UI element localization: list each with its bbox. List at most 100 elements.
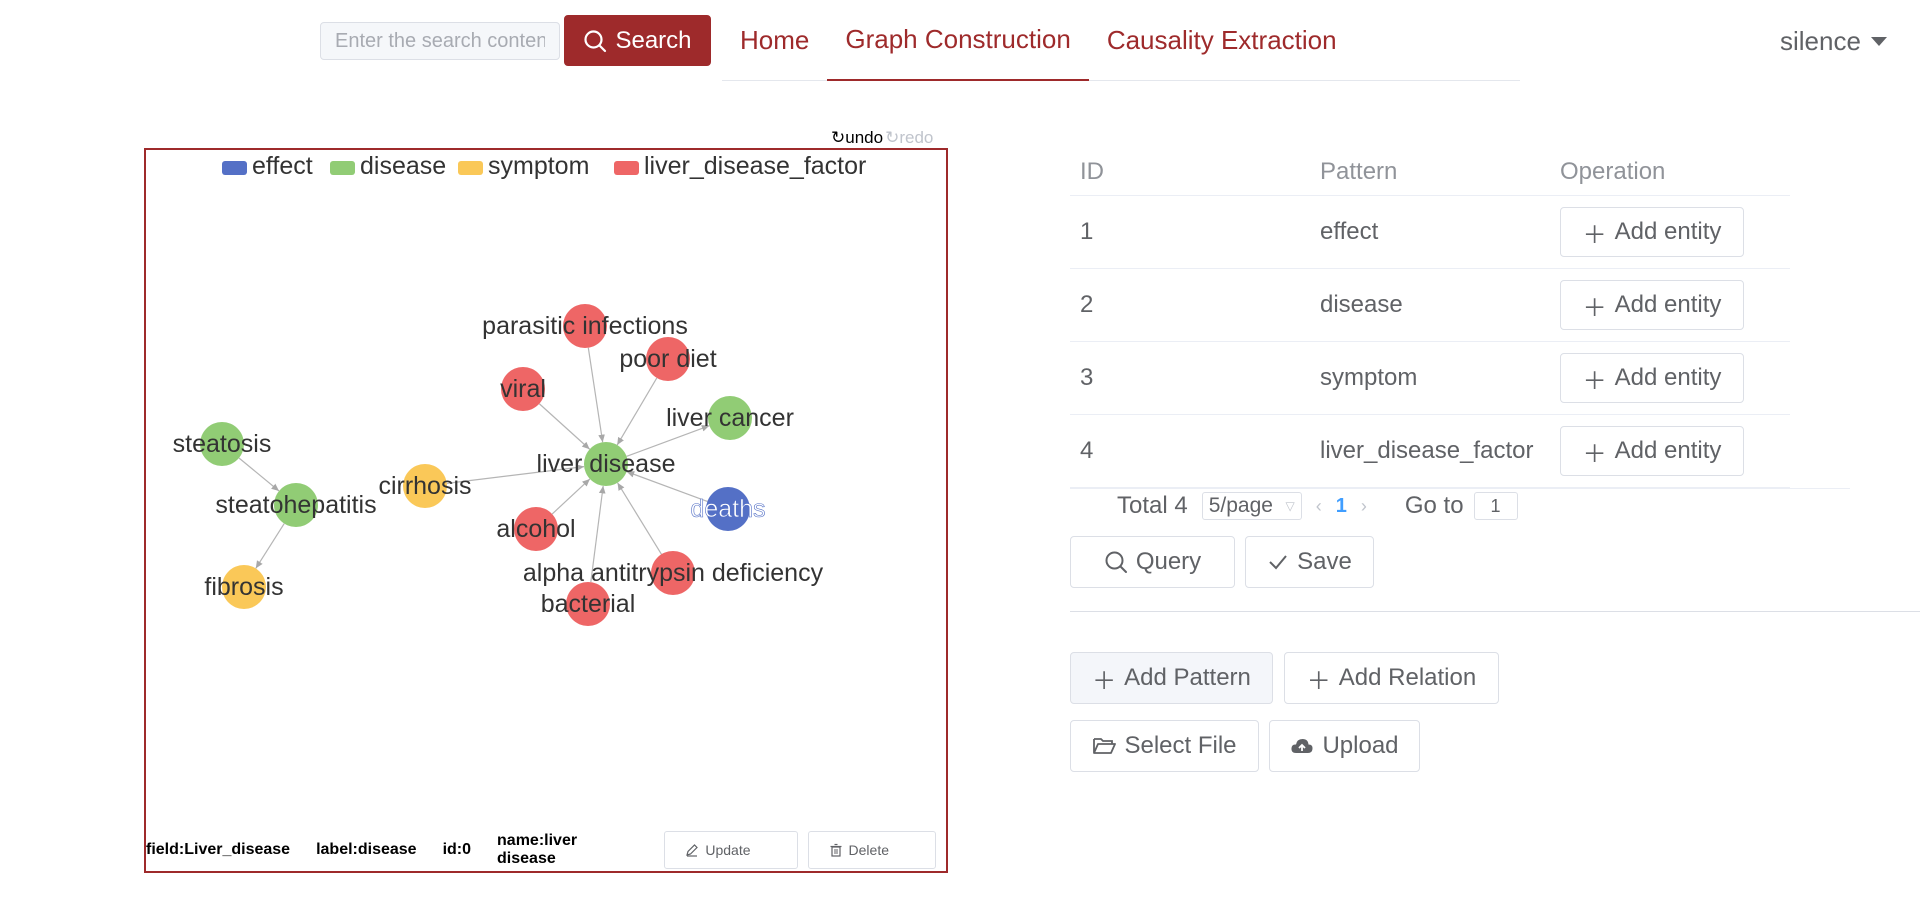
graph-node-alcohol[interactable]: [514, 507, 558, 551]
upload-label: Upload: [1322, 732, 1399, 759]
graph-node-deaths[interactable]: [706, 487, 750, 531]
pattern-table: ID Pattern Operation 1 effect ＋ Add entit…: [1070, 148, 1790, 488]
pager-divider: [1070, 488, 1850, 489]
next-page-icon[interactable]: ›: [1360, 495, 1367, 516]
add-entity-label: Add entity: [1614, 364, 1722, 391]
add-entity-label: Add entity: [1614, 218, 1722, 245]
page-size-select[interactable]: 5/page ▽: [1201, 492, 1302, 520]
graph-edge-steatosis-to-steatohepatitis[interactable]: [238, 457, 280, 492]
save-label: Save: [1297, 548, 1352, 575]
nav-causality-extraction[interactable]: Causality Extraction: [1106, 25, 1337, 55]
graph-edge-bacterial-to-liver-disease[interactable]: [590, 485, 606, 583]
save-button[interactable]: Save: [1245, 536, 1374, 588]
graph-node-liver-disease[interactable]: [584, 442, 628, 486]
graph-edge-cirrhosis-to-liver-disease[interactable]: [446, 464, 585, 484]
undo-label: undo: [845, 128, 884, 147]
graph-edge-steatohepatitis-to-fibrosis[interactable]: [255, 523, 285, 569]
legend-swatch-effect[interactable]: [222, 161, 247, 175]
legend-label-symptom[interactable]: symptom: [488, 152, 589, 180]
plus-icon: ＋: [1582, 367, 1607, 395]
graph-edge-viral-to-liver-disease[interactable]: [538, 403, 591, 450]
undo-redo-toolbar: ↻undo ↻redo: [831, 128, 933, 148]
add-entity-button[interactable]: ＋ Add entity: [1560, 207, 1744, 257]
graph-node-parasitic-infections[interactable]: [563, 304, 607, 348]
undo-button[interactable]: ↻undo: [831, 128, 884, 147]
add-entity-button[interactable]: ＋ Add entity: [1560, 353, 1744, 403]
graph-node-liver-cancer[interactable]: [708, 396, 752, 440]
page-size-value: 5/page: [1208, 494, 1273, 517]
legend-swatch-disease[interactable]: [330, 161, 355, 175]
query-button[interactable]: Query: [1070, 536, 1235, 588]
table-row: 4 liver_disease_factor ＋ Add entity: [1070, 415, 1790, 488]
legend-swatch-symptom[interactable]: [458, 161, 483, 175]
graph-node-fibrosis[interactable]: [222, 565, 266, 609]
search-button[interactable]: Search: [564, 15, 711, 66]
add-entity-label: Add entity: [1614, 437, 1722, 464]
add-relation-button[interactable]: ＋ Add Relation: [1284, 652, 1499, 704]
pagination: Total 4 5/page ▽ ‹ 1 › Go to: [1117, 488, 1518, 524]
add-relation-label: Add Relation: [1338, 664, 1477, 691]
goto-input[interactable]: [1473, 492, 1518, 520]
graph-edge-liver-disease-to-liver-cancer[interactable]: [626, 425, 710, 457]
header-id: ID: [1080, 157, 1104, 185]
folder-open-icon: [1093, 738, 1117, 754]
row-id: 2: [1080, 291, 1094, 318]
upload-button[interactable]: Upload: [1269, 720, 1420, 772]
goto-label: Go to: [1404, 492, 1464, 519]
select-file-button[interactable]: Select File: [1070, 720, 1259, 772]
legend-label-liver-disease-factor[interactable]: liver_disease_factor: [644, 152, 866, 180]
graph-node-label-bacterial: bacterial: [541, 590, 636, 618]
search-input[interactable]: [320, 22, 560, 60]
plus-icon: ＋: [1582, 440, 1607, 468]
graph-edge-alpha-antitrypsin-deficiency-to-liver-disease[interactable]: [617, 482, 662, 555]
redo-button[interactable]: ↻redo: [885, 128, 934, 147]
knowledge-graph[interactable]: effect disease symptom liver_disease_factor…: [146, 150, 946, 871]
table-row: 1 effect ＋ Add entity: [1070, 196, 1790, 269]
graph-edge-poor-diet-to-liver-disease[interactable]: [616, 377, 658, 446]
page-number[interactable]: 1: [1335, 494, 1347, 517]
user-menu[interactable]: silence: [1780, 22, 1887, 60]
graph-node-viral[interactable]: [501, 367, 545, 411]
select-file-label: Select File: [1124, 732, 1237, 759]
row-id: 4: [1080, 437, 1094, 464]
prev-page-icon[interactable]: ‹: [1315, 495, 1322, 516]
add-pattern-button[interactable]: ＋ Add Pattern: [1070, 652, 1273, 704]
graph-edge-deaths-to-liver-disease[interactable]: [626, 471, 708, 502]
graph-node-steatohepatitis[interactable]: [274, 483, 318, 527]
legend-swatch-liver-disease-factor[interactable]: [614, 161, 639, 175]
graph-node-steatosis[interactable]: [200, 422, 244, 466]
update-button[interactable]: Update: [664, 830, 798, 869]
graph-edge-parasitic-infections-to-liver-disease[interactable]: [587, 347, 605, 443]
redo-label: redo: [899, 128, 934, 147]
graph-node-poor-diet[interactable]: [646, 337, 690, 381]
graph-panel: effect disease symptom liver_disease_factor…: [144, 148, 948, 873]
search-icon: [584, 29, 607, 52]
table-header: ID Pattern Operation: [1070, 148, 1790, 196]
row-pattern: symptom: [1320, 364, 1418, 391]
nav-home[interactable]: Home: [740, 25, 810, 55]
pagination-total: Total 4: [1117, 492, 1188, 519]
graph-node-bacterial[interactable]: [566, 582, 610, 626]
nav-graph-construction[interactable]: Graph Construction: [827, 0, 1089, 81]
delete-button[interactable]: Delete: [807, 830, 936, 869]
header-pattern: Pattern: [1320, 157, 1398, 185]
table-row: 3 symptom ＋ Add entity: [1070, 342, 1790, 415]
section-divider: [1070, 611, 1920, 612]
chevron-down-icon: ▽: [1285, 499, 1295, 513]
graph-node-label-viral: viral: [500, 375, 546, 403]
user-name: silence: [1780, 25, 1861, 56]
graph-node-label-parasitic-infections: parasitic infections: [482, 312, 688, 340]
row-id: 1: [1080, 218, 1094, 245]
legend-label-effect[interactable]: effect: [252, 152, 313, 180]
graph-node-label-steatohepatitis: steatohepatitis: [215, 491, 376, 519]
add-entity-button[interactable]: ＋ Add entity: [1560, 426, 1744, 476]
graph-edge-alcohol-to-liver-disease[interactable]: [551, 478, 591, 515]
graph-node-label-liver-disease: liver disease: [537, 450, 676, 478]
graph-node-cirrhosis[interactable]: [403, 464, 447, 508]
info-id: id:0: [442, 840, 472, 858]
graph-node-label-cirrhosis: cirrhosis: [378, 472, 471, 500]
legend-label-disease[interactable]: disease: [360, 152, 446, 180]
graph-node-alpha-antitrypsin-deficiency[interactable]: [651, 551, 695, 595]
add-entity-button[interactable]: ＋ Add entity: [1560, 280, 1744, 330]
search-button-label: Search: [615, 26, 692, 54]
